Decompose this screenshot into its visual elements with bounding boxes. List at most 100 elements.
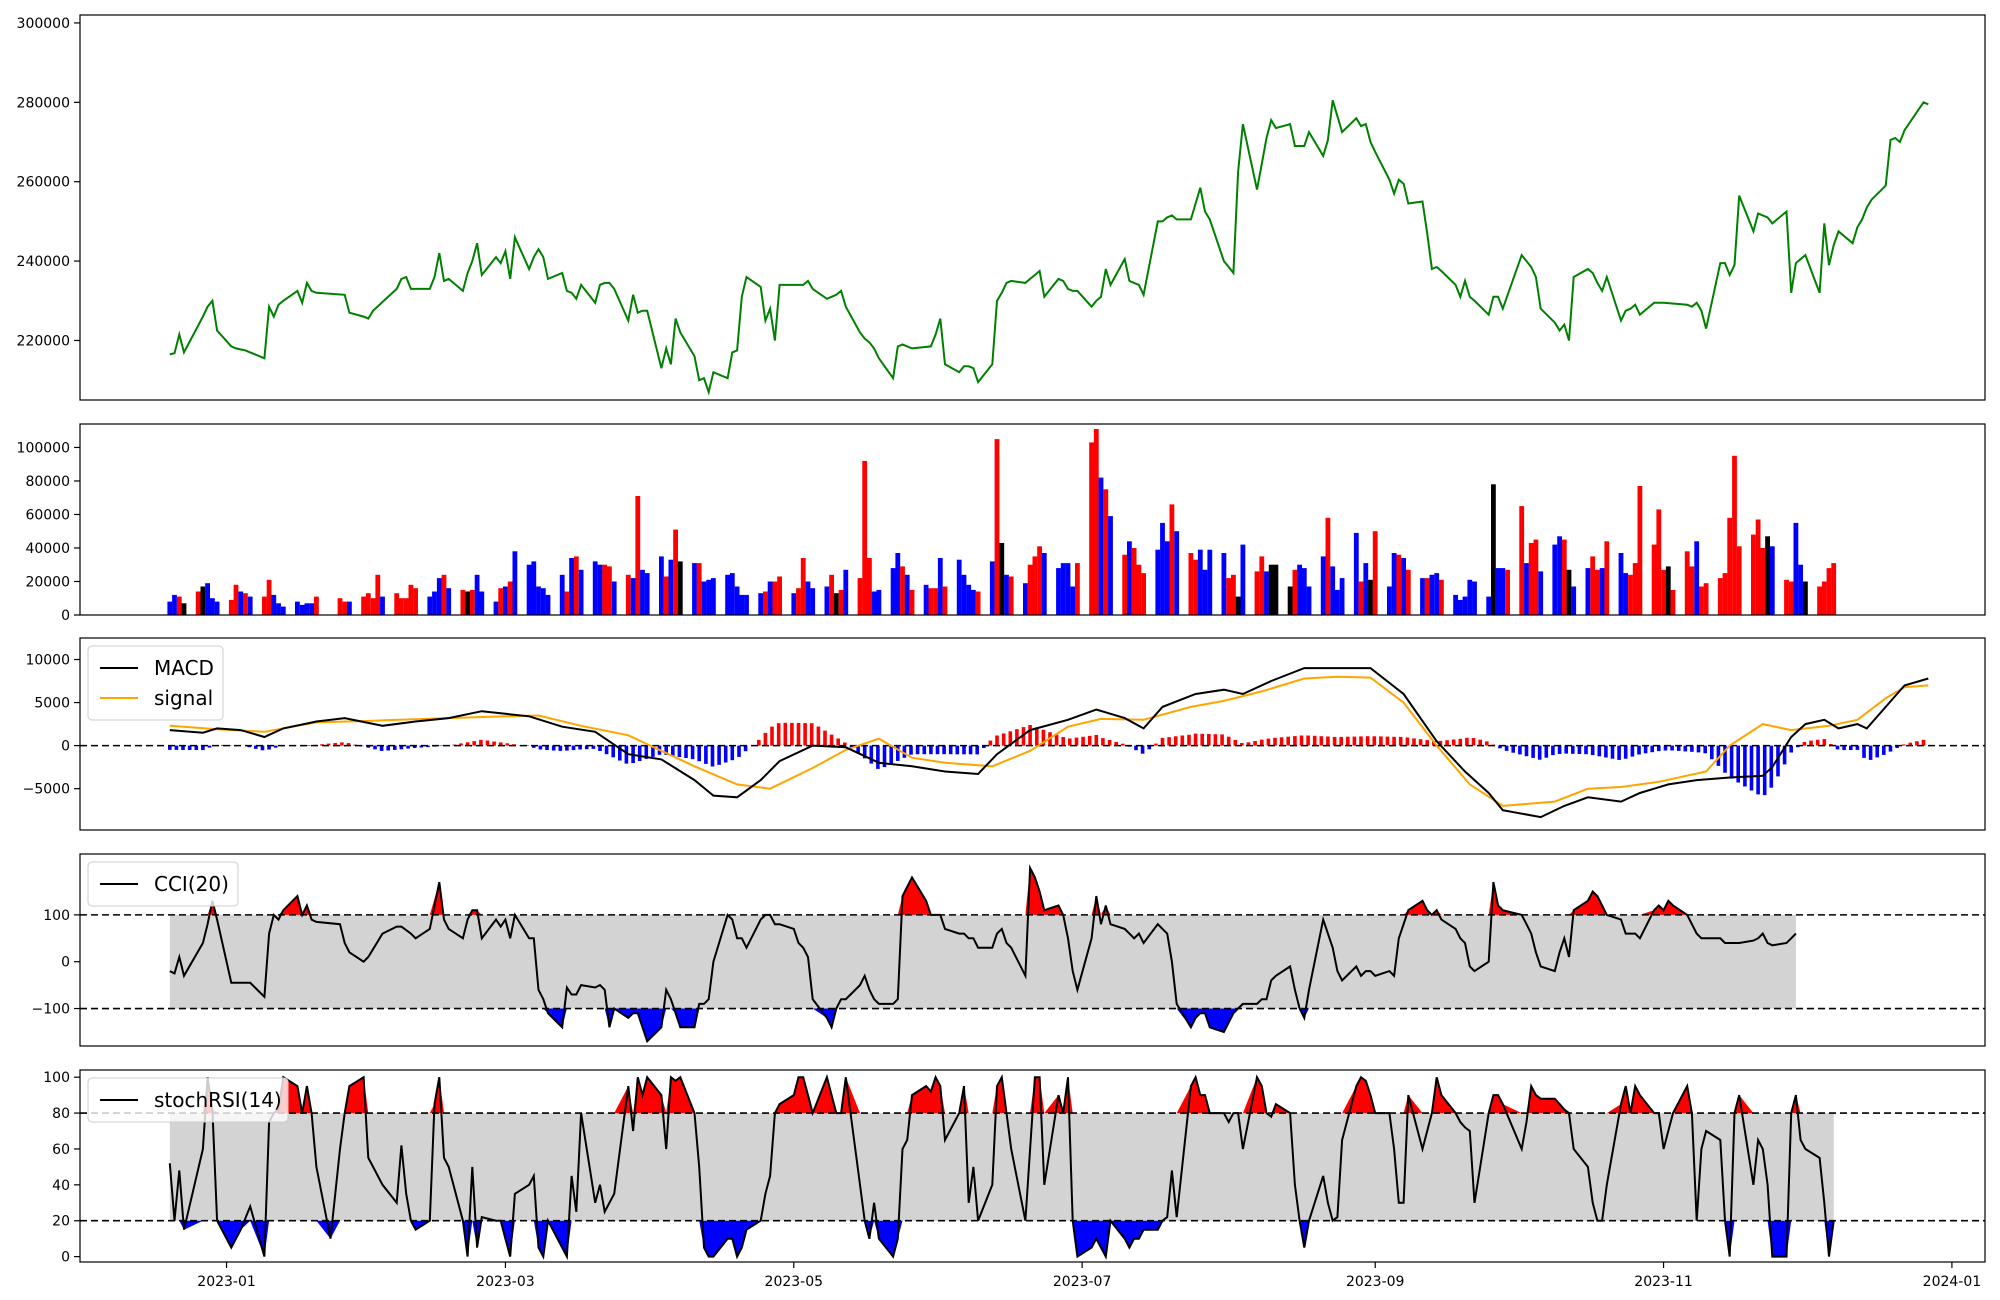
volume-bar — [1760, 548, 1766, 615]
macd-histogram-bar — [909, 745, 913, 755]
y-tick-label: 60000 — [25, 507, 70, 523]
volume-bar — [304, 603, 310, 615]
macd-histogram-bar — [1101, 738, 1105, 746]
volume-bar — [739, 594, 745, 615]
volume-bar — [725, 574, 730, 615]
volume-bar — [266, 579, 272, 615]
macd-histogram-bar — [373, 745, 377, 750]
volume-bar — [928, 588, 934, 615]
macd-histogram-bar — [406, 745, 410, 749]
macd-histogram-bar — [651, 745, 655, 757]
macd-histogram-bar — [962, 745, 966, 755]
volume-bar — [1561, 539, 1567, 615]
volume-bar — [1401, 558, 1406, 615]
volume-bar — [843, 569, 849, 615]
macd-histogram-bar — [816, 726, 821, 746]
volume-bar — [942, 586, 948, 615]
volume-bar — [342, 601, 348, 615]
volume-bar — [1254, 571, 1260, 615]
panel-frame — [79, 1069, 1986, 1263]
volume-bar — [1027, 564, 1033, 615]
macd-histogram-bar — [929, 745, 933, 755]
macd-histogram-bar — [492, 741, 496, 746]
volume-bar — [205, 583, 210, 615]
macd-histogram-bar — [975, 745, 979, 755]
macd-histogram-bar — [187, 745, 192, 750]
cci-line — [169, 864, 1797, 1044]
macd-histogram-bar — [1028, 725, 1032, 746]
macd-histogram-bar — [1504, 745, 1509, 751]
y-tick-label: 300000 — [17, 16, 70, 32]
volume-bar — [167, 601, 173, 615]
volume-bar — [1004, 574, 1009, 615]
macd-histogram-bar — [1233, 739, 1238, 746]
macd-histogram-bar — [1637, 745, 1641, 755]
volume-bar — [1396, 554, 1402, 615]
y-tick-label: 60 — [52, 1142, 70, 1158]
volume-bar — [1429, 574, 1435, 615]
macd-histogram-bar — [1365, 736, 1370, 746]
macd-histogram-bar — [1200, 733, 1204, 746]
macd-histogram-bar — [386, 745, 390, 751]
volume-bar — [469, 589, 475, 615]
macd-histogram-bar — [1041, 729, 1046, 746]
volume-bar — [1755, 519, 1761, 615]
volume-bar — [233, 584, 239, 615]
volume-bar — [1353, 532, 1359, 615]
volume-bar — [210, 598, 215, 615]
macd-histogram-bar — [624, 745, 629, 764]
neutral-band — [169, 1113, 1834, 1221]
axes-layer: 2200002400002600002800003000000200004000… — [17, 14, 1986, 1290]
volume-bar — [1127, 541, 1132, 615]
x-tick-label: 2023-05 — [765, 1274, 824, 1290]
legend-label: signal — [154, 686, 213, 710]
macd-histogram-bar — [882, 745, 887, 768]
volume-bar — [971, 589, 976, 615]
volume-bar — [871, 591, 877, 615]
volume-bar — [1420, 578, 1425, 615]
volume-bar — [1358, 581, 1364, 615]
macd-histogram-bar — [1617, 745, 1621, 760]
y-tick-label: 100 — [43, 908, 70, 924]
volume-bar — [1093, 429, 1099, 615]
neutral-band — [169, 914, 1796, 1009]
volume-bar — [1689, 566, 1695, 615]
volume-bar — [810, 588, 816, 615]
volume-bar — [314, 596, 319, 615]
volume-bar — [857, 578, 863, 615]
volume-bar — [1566, 569, 1572, 615]
macd-histogram-bar — [1915, 741, 1919, 746]
volume-bar — [195, 591, 201, 615]
macd-histogram-bar — [1809, 740, 1813, 746]
volume-bar — [989, 561, 995, 615]
legend-box — [87, 1077, 289, 1123]
volume-bar — [1301, 568, 1307, 615]
volume-bar — [1207, 549, 1213, 615]
macd-histogram-bar — [1167, 737, 1171, 746]
macd-histogram-bar — [1193, 733, 1198, 746]
volume-bar — [545, 594, 551, 615]
macd-histogram-bar — [1743, 745, 1747, 787]
y-tick-label: 220000 — [17, 333, 70, 349]
volume-bar — [1103, 489, 1109, 615]
macd-histogram-bar — [743, 745, 748, 752]
volume-bar — [299, 604, 305, 615]
volume-bar — [536, 586, 541, 615]
volume-bar — [1226, 578, 1232, 615]
volume-bar — [833, 593, 839, 615]
macd-histogram-bar — [591, 745, 596, 749]
macd-histogram-bar — [1802, 742, 1807, 746]
macd-histogram-bar — [1670, 745, 1674, 751]
macd-histogram-bar — [1729, 745, 1734, 779]
volume-bar — [1268, 564, 1274, 615]
volume-bar — [214, 601, 220, 615]
volume-bar — [966, 584, 972, 615]
volume-bar — [1056, 568, 1061, 615]
volume-bar — [1552, 544, 1558, 615]
macd-histogram-bar — [1518, 745, 1522, 755]
macd-histogram-bar — [207, 745, 212, 748]
macd-histogram-bar — [1068, 738, 1072, 746]
volume-bar — [1174, 531, 1180, 615]
volume-bar — [200, 586, 206, 615]
volume-bar — [238, 591, 244, 615]
